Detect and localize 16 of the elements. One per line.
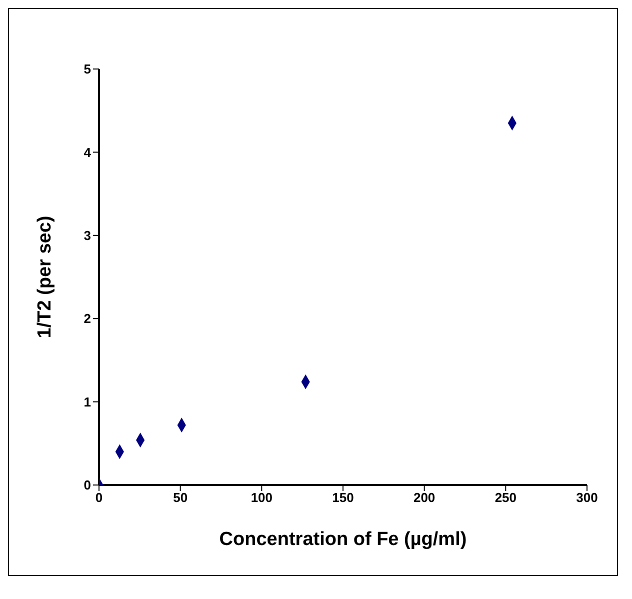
x-tick-label: 250 xyxy=(494,490,517,506)
x-tick-label: 50 xyxy=(173,490,188,506)
y-tick-label: 1 xyxy=(84,394,91,410)
y-tick-label: 3 xyxy=(84,228,91,244)
x-axis-title: Concentration of Fe (µg/ml) xyxy=(219,529,467,550)
y-tick-label: 0 xyxy=(84,478,91,493)
x-tick-label: 0 xyxy=(95,490,103,506)
y-tick-label: 2 xyxy=(84,311,91,326)
x-tick-label: 200 xyxy=(413,490,436,506)
chart-frame: 0 50 100 150 200 250 300 Concentration of Fe (µg/ml) 0 1 2 3 4 5 1/T2 (per sec) xyxy=(8,8,618,576)
x-tick-label: 150 xyxy=(332,490,354,506)
x-tick-label: 100 xyxy=(250,490,273,506)
y-axis-title: 1/T2 (per sec) xyxy=(34,216,56,338)
y-tick-label: 5 xyxy=(84,62,91,77)
y-tick-label: 4 xyxy=(84,144,92,160)
x-tick-label: 300 xyxy=(576,490,598,506)
